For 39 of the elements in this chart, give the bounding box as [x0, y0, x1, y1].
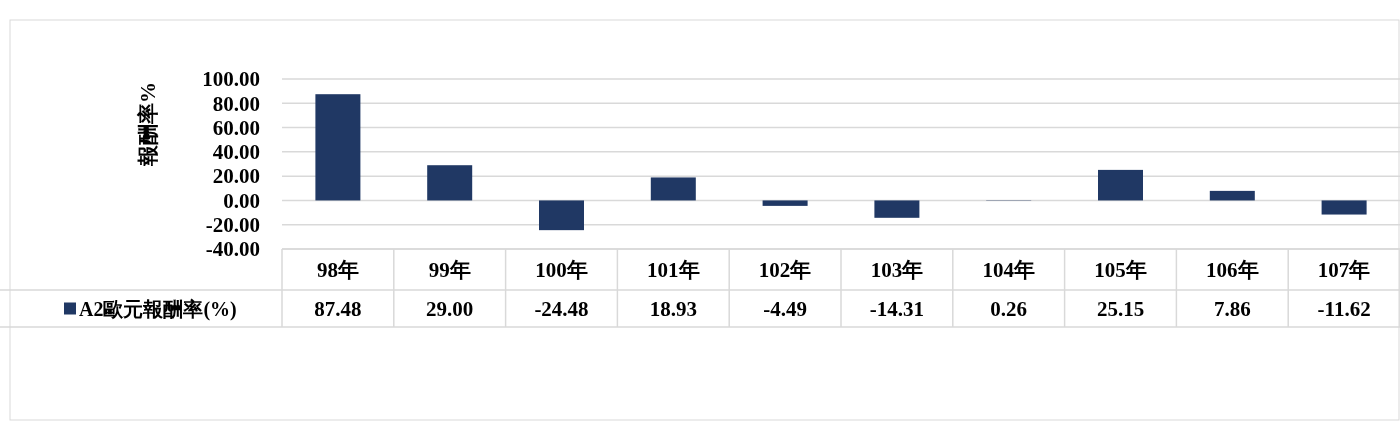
x-tick-label: 100年 — [535, 257, 588, 282]
bar — [874, 200, 920, 218]
bar — [1321, 200, 1367, 215]
bar — [1209, 190, 1255, 201]
data-label: 29.00 — [426, 296, 474, 321]
data-label: 18.93 — [649, 296, 697, 321]
legend-label: A2歐元報酬率(%) — [79, 297, 237, 321]
y-axis-title: 報酬率% — [136, 82, 161, 167]
bar — [1098, 169, 1143, 201]
x-tick-label: 103年 — [870, 257, 924, 282]
data-label: 0.26 — [990, 296, 1028, 321]
x-tick-label: 106年 — [1206, 257, 1259, 282]
y-tick-label: 20.00 — [212, 164, 260, 189]
x-tick-label: 98年 — [316, 257, 359, 282]
y-tick-label: 40.00 — [212, 140, 260, 165]
y-tick-label: 0.00 — [223, 188, 260, 213]
data-label: -14.31 — [869, 296, 925, 321]
x-tick-label: 102年 — [758, 257, 812, 282]
x-tick-label: 99年 — [428, 257, 471, 282]
bar — [427, 165, 473, 201]
x-tick-label: 105年 — [1094, 257, 1147, 282]
y-tick-label: -20.00 — [205, 213, 260, 238]
data-label: 87.48 — [314, 296, 362, 321]
data-label: 25.15 — [1096, 296, 1145, 321]
data-label: -11.62 — [1317, 296, 1371, 321]
y-tick-label: 100.00 — [202, 67, 260, 92]
x-tick-label: 107年 — [1317, 257, 1371, 282]
data-label: -4.49 — [763, 296, 807, 321]
data-label: -24.48 — [534, 296, 589, 321]
bar — [315, 94, 361, 201]
bar — [539, 200, 584, 231]
x-tick-label: 101年 — [647, 257, 700, 282]
y-tick-label: 60.00 — [212, 115, 260, 140]
y-tick-label: -40.00 — [205, 237, 260, 262]
bar — [762, 200, 808, 206]
x-tick-label: 104年 — [982, 257, 1035, 282]
y-tick-label: 80.00 — [212, 91, 260, 116]
bar — [650, 177, 696, 201]
data-label: 7.86 — [1213, 296, 1251, 321]
